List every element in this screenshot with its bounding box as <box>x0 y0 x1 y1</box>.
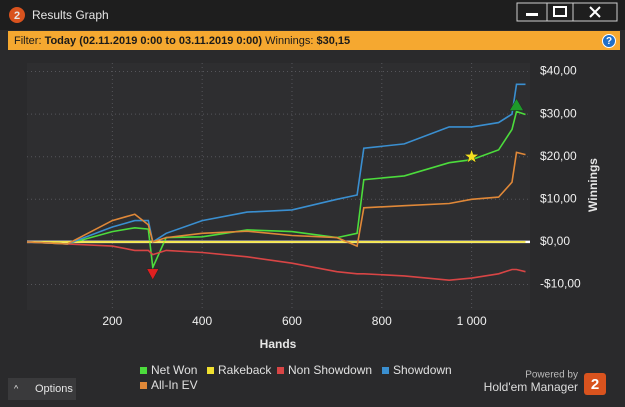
legend-label: Showdown <box>393 363 452 377</box>
legend-swatch <box>382 367 389 374</box>
series-line <box>26 241 526 282</box>
legend-swatch <box>140 367 147 374</box>
help-label: ? <box>606 36 612 47</box>
series-line <box>26 151 526 248</box>
minimize-button[interactable] <box>516 2 548 22</box>
x-tick-label: 400 <box>192 314 212 328</box>
y-tick-label: $10,00 <box>540 191 577 205</box>
legend-label: All-In EV <box>151 378 198 392</box>
minimize-icon <box>526 13 538 16</box>
options-label: Options <box>35 383 73 395</box>
extreme-marker <box>146 268 160 281</box>
brand-name: Hold'em Manager <box>484 380 578 394</box>
window-title: Results Graph <box>32 8 109 22</box>
window-controls <box>516 2 618 22</box>
y-tick-label: -$10,00 <box>540 277 581 291</box>
brand-badge <box>584 373 606 395</box>
maximize-icon <box>553 6 567 17</box>
filter-value: Today (02.11.2019 0:00 to 03.11.2019 0:0… <box>45 35 263 47</box>
winnings-value: $30,15 <box>316 35 350 47</box>
winnings-label: Winnings: <box>265 35 313 47</box>
maximize-button[interactable] <box>546 2 574 22</box>
y-tick-label: $40,00 <box>540 64 577 78</box>
x-tick-label: 1 000 <box>457 314 487 328</box>
x-axis-label: Hands <box>260 337 297 351</box>
y-axis-label: Winnings <box>586 158 600 212</box>
legend-swatch <box>207 367 214 374</box>
legend-label: Net Won <box>151 363 197 377</box>
app-icon <box>9 7 25 23</box>
x-tick-label: 800 <box>372 314 392 328</box>
series-line <box>26 110 526 271</box>
legend-label: Non Showdown <box>288 363 372 377</box>
legend-swatch <box>277 367 284 374</box>
filter-label: Filter: <box>14 35 42 47</box>
y-tick-label: $0,00 <box>540 234 570 248</box>
x-tick-label: 600 <box>282 314 302 328</box>
filter-text: Filter: Today (02.11.2019 0:00 to 03.11.… <box>14 35 350 47</box>
series-line <box>26 83 526 245</box>
help-button[interactable] <box>602 34 616 48</box>
filter-bar <box>8 31 620 50</box>
legend-label: Rakeback <box>218 363 272 377</box>
extreme-marker <box>509 98 524 111</box>
extreme-marker <box>463 148 480 164</box>
y-tick-label: $30,00 <box>540 106 577 120</box>
powered-by: Powered by <box>525 370 578 381</box>
legend-swatch <box>140 382 147 389</box>
options-caret: ^ <box>14 383 19 393</box>
legend: Net Won Rakeback Non Showdown Showdown All-I… <box>140 363 452 392</box>
brand-badge-label: 2 <box>591 376 599 393</box>
plot-area <box>27 63 530 310</box>
app-icon-label: 2 <box>14 10 20 22</box>
plot: 200 400 600 800 1 000 -$10,00 $0,00 $10,00 $20,0… <box>26 63 581 328</box>
close-icon <box>589 6 601 18</box>
x-tick-label: 200 <box>102 314 122 328</box>
options-button[interactable] <box>8 378 76 400</box>
y-tick-label: $20,00 <box>540 149 577 163</box>
